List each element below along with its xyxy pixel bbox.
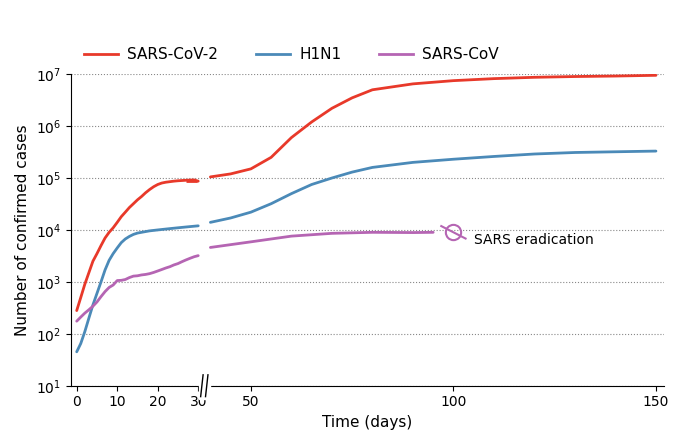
Bar <box>199 372 210 399</box>
Legend: SARS-CoV-2, H1N1, SARS-CoV: SARS-CoV-2, H1N1, SARS-CoV <box>78 41 505 69</box>
Text: SARS eradication: SARS eradication <box>474 233 593 247</box>
Y-axis label: Number of confirmed cases: Number of confirmed cases <box>15 124 30 336</box>
X-axis label: Time (days): Time (days) <box>322 415 412 430</box>
